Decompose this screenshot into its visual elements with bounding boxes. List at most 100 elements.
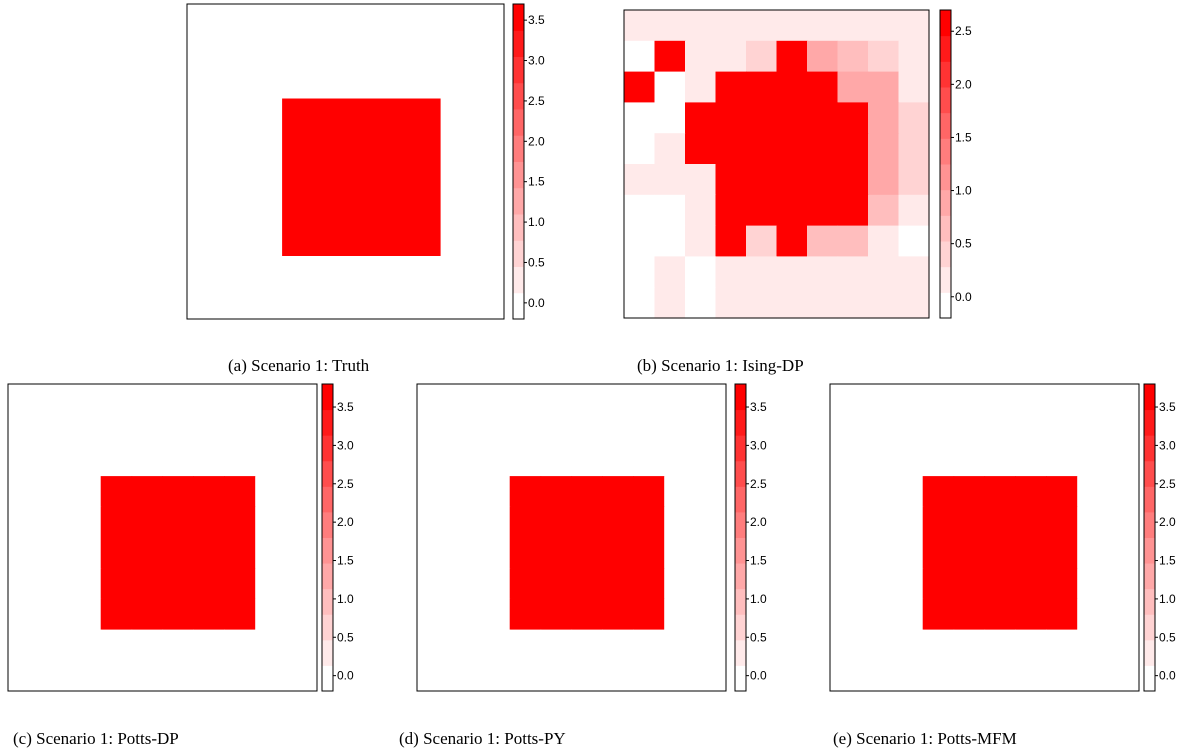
- heatmap-cell: [746, 256, 778, 288]
- heatmap-cell: [664, 384, 696, 416]
- heatmap-cell: [509, 445, 542, 477]
- colorbar-segment: [322, 435, 333, 462]
- colorbar-tick-label: 3.0: [337, 438, 354, 452]
- colorbar-segment: [940, 241, 951, 268]
- heatmap-cell: [1108, 660, 1140, 692]
- heatmap-cell: [478, 384, 511, 416]
- colorbar-segment: [513, 240, 524, 267]
- heatmap-cell: [602, 537, 634, 569]
- heatmap-cell: [1077, 384, 1109, 416]
- heatmap-cell: [922, 476, 955, 508]
- heatmap-cell: [776, 194, 808, 227]
- heatmap-cell: [8, 568, 40, 600]
- colorbar-tick-label: 2.5: [955, 24, 972, 38]
- heatmap-cell: [447, 598, 480, 631]
- heatmap-cell: [922, 660, 955, 692]
- colorbar-tick-label: 0.0: [337, 669, 354, 683]
- heatmap-cell: [860, 445, 893, 477]
- heatmap-cell: [602, 414, 634, 446]
- heatmap-cell: [187, 67, 220, 100]
- heatmap-cell: [830, 445, 862, 477]
- heatmap-cell: [255, 506, 287, 539]
- heatmap-cell: [664, 476, 696, 508]
- colorbar-tick-label: 2.0: [528, 134, 545, 148]
- colorbar-4: 0.0 0.5 1.0 1.5 2.0 2.5 3.0 3.5: [1143, 383, 1176, 692]
- heatmap-cell: [218, 256, 251, 289]
- heatmap-cell: [447, 414, 480, 446]
- heatmap-cell: [685, 102, 717, 134]
- heatmap-cell: [440, 224, 473, 257]
- heatmap-cell: [602, 568, 634, 600]
- colorbar-segment: [940, 87, 951, 114]
- heatmap-cell: [891, 476, 924, 508]
- colorbar-segment: [1144, 409, 1155, 436]
- heatmap-cell: [377, 35, 410, 68]
- heatmap-cell: [602, 629, 634, 661]
- heatmap-cell: [255, 537, 287, 569]
- heatmap-cell: [860, 568, 893, 600]
- plot-frame: [829, 383, 1140, 692]
- colorbar-segment: [735, 614, 746, 641]
- heatmap-cell: [807, 225, 839, 257]
- heatmap-cell: [602, 598, 634, 631]
- heatmap-cell: [131, 445, 164, 477]
- colorbar-segment: [1144, 384, 1155, 411]
- colorbar-0: 0.0 0.5 1.0 1.5 2.0 2.5 3.0 3.5: [512, 3, 545, 320]
- colorbar-segment: [513, 82, 524, 110]
- heatmap-cell: [664, 598, 696, 631]
- heatmap-cell: [953, 629, 986, 661]
- heatmap-cell: [1046, 476, 1078, 508]
- heatmap-cell: [313, 67, 347, 100]
- heatmap-cell: [860, 384, 893, 416]
- heatmap-cell: [807, 71, 839, 103]
- heatmap-cell: [193, 384, 225, 416]
- heatmap-cell: [830, 537, 862, 569]
- heatmap-cell: [193, 476, 225, 508]
- heatmap-cell: [695, 506, 727, 539]
- heatmap-cell: [837, 287, 869, 319]
- heatmap-cell: [100, 414, 133, 446]
- heatmap-cell: [250, 161, 283, 194]
- heatmap-cell: [100, 445, 133, 477]
- heatmap-cell: [776, 71, 808, 103]
- heatmap-cell: [162, 384, 194, 416]
- heatmap-cell: [624, 287, 656, 319]
- heatmap-cell: [250, 287, 283, 320]
- heatmap-cell: [922, 384, 955, 416]
- heatmap-cell: [100, 598, 133, 631]
- colorbar-segment: [735, 588, 746, 615]
- heatmap-cell: [250, 130, 283, 163]
- heatmap-cell: [8, 598, 40, 631]
- heatmap-cell: [654, 40, 686, 73]
- heatmap-cell: [218, 35, 251, 68]
- heatmap-cell: [807, 256, 839, 288]
- heatmap-cell: [922, 506, 955, 539]
- heatmap-cell: [898, 225, 930, 257]
- heatmap-cell: [282, 130, 315, 163]
- heatmap-cell: [860, 598, 893, 631]
- heatmap-cell: [860, 414, 893, 446]
- colorbar-segment: [513, 135, 524, 162]
- heatmap-cell: [193, 537, 225, 569]
- heatmap-cell: [1108, 384, 1140, 416]
- heatmap-cell: [868, 10, 900, 42]
- heatmap-cell: [131, 384, 164, 416]
- heatmap-cell: [286, 629, 318, 661]
- heatmap-cell: [830, 629, 862, 661]
- colorbar-segment: [940, 112, 951, 139]
- colorbar-segment: [735, 639, 746, 666]
- heatmap-cell: [654, 256, 686, 288]
- heatmap-cell: [715, 287, 747, 319]
- colorbar-segment: [1144, 639, 1155, 666]
- heatmap-cell: [100, 629, 133, 661]
- heatmap-cell: [38, 660, 71, 692]
- colorbar-tick-label: 1.5: [528, 175, 545, 189]
- heatmap-cell: [830, 506, 862, 539]
- heatmap-cell: [187, 35, 220, 68]
- heatmap-cell: [250, 67, 283, 100]
- heatmap-cell: [440, 67, 473, 100]
- heatmap-cell: [224, 537, 256, 569]
- heatmap-cell: [654, 287, 686, 319]
- heatmap-cell: [868, 225, 900, 257]
- heatmap-cell: [571, 537, 603, 569]
